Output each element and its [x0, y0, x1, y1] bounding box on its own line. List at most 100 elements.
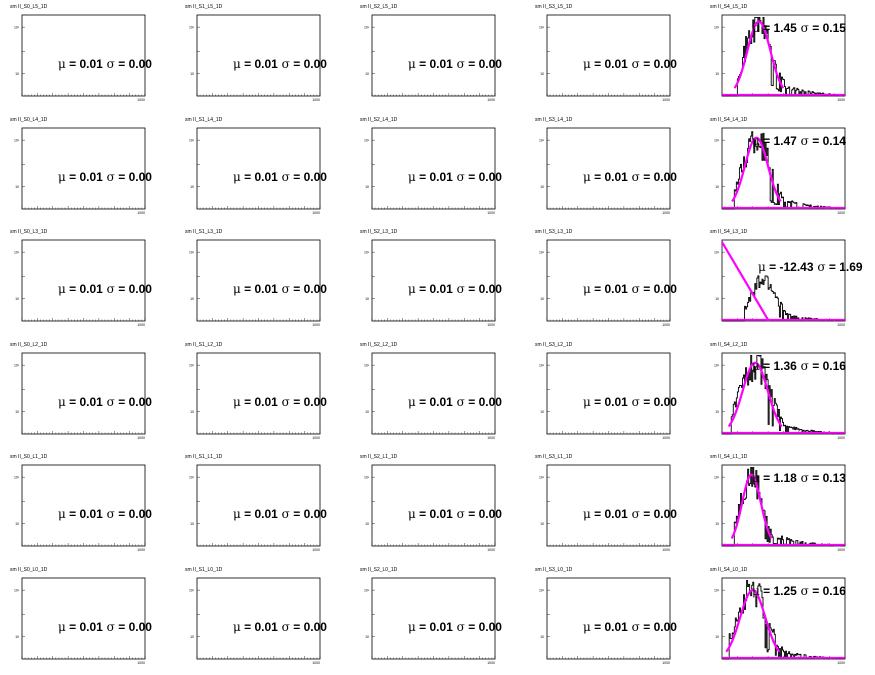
- x-tick-label: 1000: [662, 661, 670, 665]
- histogram-plot: 10² 10 1000: [14, 464, 146, 552]
- plot-frame: [371, 127, 496, 210]
- sigma-value: 0.15: [822, 21, 846, 35]
- y-tick-label: 10²: [714, 589, 720, 593]
- sigma-value: 0.16: [822, 584, 846, 598]
- plot-frame: [371, 14, 496, 97]
- mean-value: 0.01: [254, 507, 278, 521]
- panel-title: sm II_S1_L0_1D: [185, 567, 223, 573]
- sigma-symbol: σ: [277, 507, 290, 521]
- x-tick-label: 1000: [837, 211, 845, 215]
- equals-sign: =: [808, 359, 823, 373]
- y-tick-label: 10²: [14, 251, 20, 255]
- y-tick-label: 10²: [364, 589, 370, 593]
- y-tick-label: 10: [190, 522, 194, 526]
- mean-value: 1.36: [773, 359, 797, 373]
- y-tick-label: 10: [540, 522, 544, 526]
- y-tick-label: 10: [365, 72, 369, 76]
- y-tick-label: 10²: [189, 589, 195, 593]
- histogram-panel: sm II_S0_L3_1D 10² 10 1000 μ = 0.01 σ = 0.00: [0, 225, 175, 337]
- plot-frame: [21, 577, 146, 660]
- sigma-symbol: σ: [277, 282, 290, 296]
- fit-stats-label: μ = 0.01 σ = 0.00: [408, 395, 502, 409]
- equals-sign: =: [240, 57, 255, 71]
- mu-symbol: μ: [233, 170, 241, 184]
- sigma-symbol: σ: [102, 282, 115, 296]
- histogram-panel: sm II_S4_L5_1D 10² 10 1000 μ = 1.45 σ = 0.15: [700, 0, 875, 112]
- fit-stats-label: μ = 1.47 σ = 0.14: [752, 134, 846, 148]
- sigma-symbol: σ: [102, 620, 115, 634]
- fit-stats-label: μ = 1.45 σ = 0.15: [752, 21, 846, 35]
- mu-symbol: μ: [752, 359, 760, 373]
- plot-frame: [371, 464, 496, 547]
- mu-symbol: μ: [233, 395, 241, 409]
- y-tick-label: 10²: [14, 476, 20, 480]
- y-tick-label: 10: [365, 522, 369, 526]
- panel-title: sm II_S1_L1_1D: [185, 454, 223, 460]
- mean-value: 0.01: [254, 282, 278, 296]
- fit-stats-label: μ = 0.01 σ = 0.00: [583, 395, 677, 409]
- sigma-symbol: σ: [627, 395, 640, 409]
- plot-frame: [21, 464, 146, 547]
- equals-sign: =: [825, 260, 840, 274]
- mu-symbol: μ: [233, 620, 241, 634]
- fit-stats-label: μ = 1.25 σ = 0.16: [752, 584, 846, 598]
- plot-frame: [546, 14, 671, 97]
- panel-title: sm II_S1_L5_1D: [185, 4, 223, 10]
- sigma-value: 0.00: [653, 170, 677, 184]
- sigma-value: 0.00: [478, 282, 502, 296]
- y-tick-label: 10: [715, 185, 719, 189]
- equals-sign: =: [114, 57, 129, 71]
- mu-symbol: μ: [583, 395, 591, 409]
- panel-title: sm II_S2_L1_1D: [360, 454, 398, 460]
- plot-frame: [721, 239, 846, 322]
- x-tick-label: 1000: [662, 548, 670, 552]
- histogram-plot: 10² 10 1000: [14, 577, 146, 665]
- mean-value: 0.01: [604, 282, 628, 296]
- equals-sign: =: [415, 395, 430, 409]
- y-tick-label: 10²: [539, 364, 545, 368]
- panel-title: sm II_S0_L1_1D: [10, 454, 48, 460]
- y-tick-label: 10²: [539, 251, 545, 255]
- sigma-symbol: σ: [452, 57, 465, 71]
- mu-symbol: μ: [583, 507, 591, 521]
- sigma-symbol: σ: [796, 21, 809, 35]
- mu-symbol: μ: [752, 134, 760, 148]
- equals-sign: =: [464, 395, 479, 409]
- sigma-symbol: σ: [102, 507, 115, 521]
- plot-frame: [371, 352, 496, 435]
- sigma-symbol: σ: [796, 471, 809, 485]
- sigma-symbol: σ: [102, 170, 115, 184]
- equals-sign: =: [240, 395, 255, 409]
- y-tick-label: 10²: [14, 364, 20, 368]
- equals-sign: =: [464, 282, 479, 296]
- equals-sign: =: [415, 170, 430, 184]
- panel-title: sm II_S2_L5_1D: [360, 4, 398, 10]
- sigma-symbol: σ: [452, 620, 465, 634]
- x-tick-label: 1000: [312, 98, 320, 102]
- sigma-value: 0.00: [128, 395, 152, 409]
- equals-sign: =: [590, 620, 605, 634]
- plot-frame: [546, 127, 671, 210]
- fit-stats-label: μ = 1.36 σ = 0.16: [752, 359, 846, 373]
- y-tick-label: 10: [15, 297, 19, 301]
- equals-sign: =: [639, 282, 654, 296]
- y-tick-label: 10: [540, 410, 544, 414]
- x-tick-label: 1000: [662, 323, 670, 327]
- equals-sign: =: [590, 507, 605, 521]
- histogram-plot: 10² 10 1000: [539, 127, 671, 215]
- mean-value: 0.01: [254, 395, 278, 409]
- mu-symbol: μ: [408, 395, 416, 409]
- panel-title: sm II_S4_L0_1D: [710, 567, 748, 573]
- histogram-panel: sm II_S0_L1_1D 10² 10 1000 μ = 0.01 σ = 0.00: [0, 450, 175, 562]
- sigma-value: 0.00: [128, 57, 152, 71]
- y-tick-label: 10²: [189, 26, 195, 30]
- equals-sign: =: [639, 507, 654, 521]
- mean-value: 0.01: [79, 57, 103, 71]
- fit-stats-label: μ = 1.18 σ = 0.13: [752, 471, 846, 485]
- equals-sign: =: [289, 57, 304, 71]
- panel-title: sm II_S0_L3_1D: [10, 229, 48, 235]
- equals-sign: =: [289, 620, 304, 634]
- histogram-plot: 10² 10 1000: [364, 14, 496, 102]
- sigma-symbol: σ: [102, 395, 115, 409]
- y-tick-label: 10: [365, 410, 369, 414]
